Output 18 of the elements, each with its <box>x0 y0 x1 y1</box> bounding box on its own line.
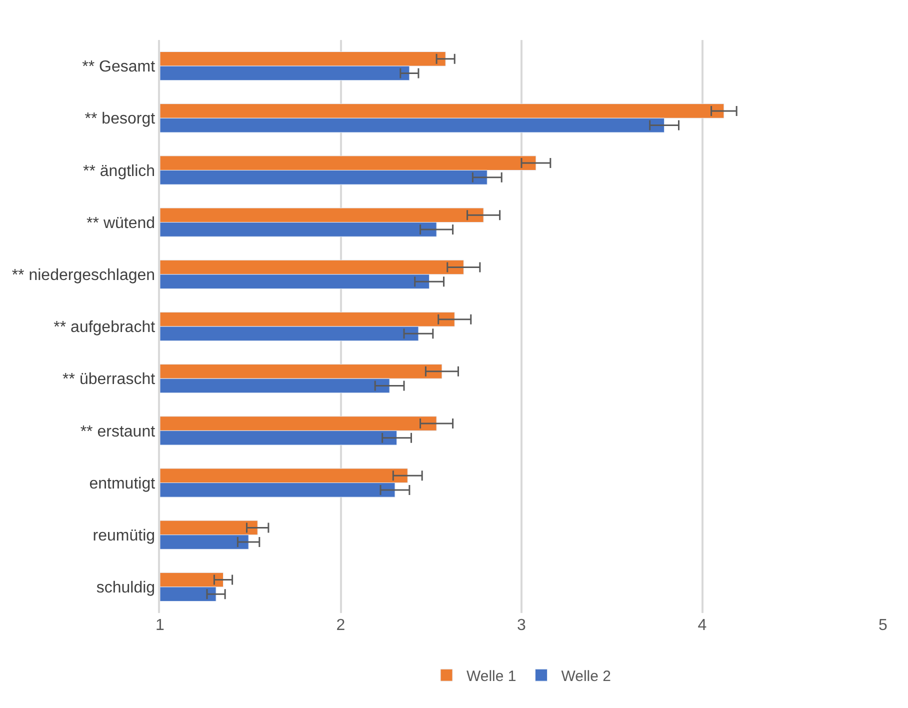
y-tick-label: ** Gesamt <box>82 58 156 76</box>
y-tick-label: ** ängtlich <box>83 162 156 180</box>
y-tick-label: ** wütend <box>86 214 156 232</box>
y-tick-label: ** niedergeschlagen <box>12 267 156 284</box>
y-tick-label: ** besorgt <box>84 110 156 128</box>
legend-label: Welle 1 <box>466 668 516 685</box>
y-tick-label: reumütig <box>92 527 156 544</box>
x-tick-label: 5 <box>878 617 888 634</box>
y-tick-label: ** überrascht <box>62 371 156 388</box>
legend-label: Welle 2 <box>561 668 611 685</box>
y-tick-label: ** aufgebracht <box>54 319 156 336</box>
y-tick-label: ** erstaunt <box>80 423 156 440</box>
y-tick-label: entmutigt <box>89 475 156 492</box>
x-tick-label: 4 <box>698 617 707 634</box>
x-tick-label: 2 <box>336 617 346 634</box>
x-tick-label: 1 <box>156 617 165 634</box>
x-tick-label: 3 <box>517 617 526 634</box>
y-tick-label: schuldig <box>96 580 156 597</box>
